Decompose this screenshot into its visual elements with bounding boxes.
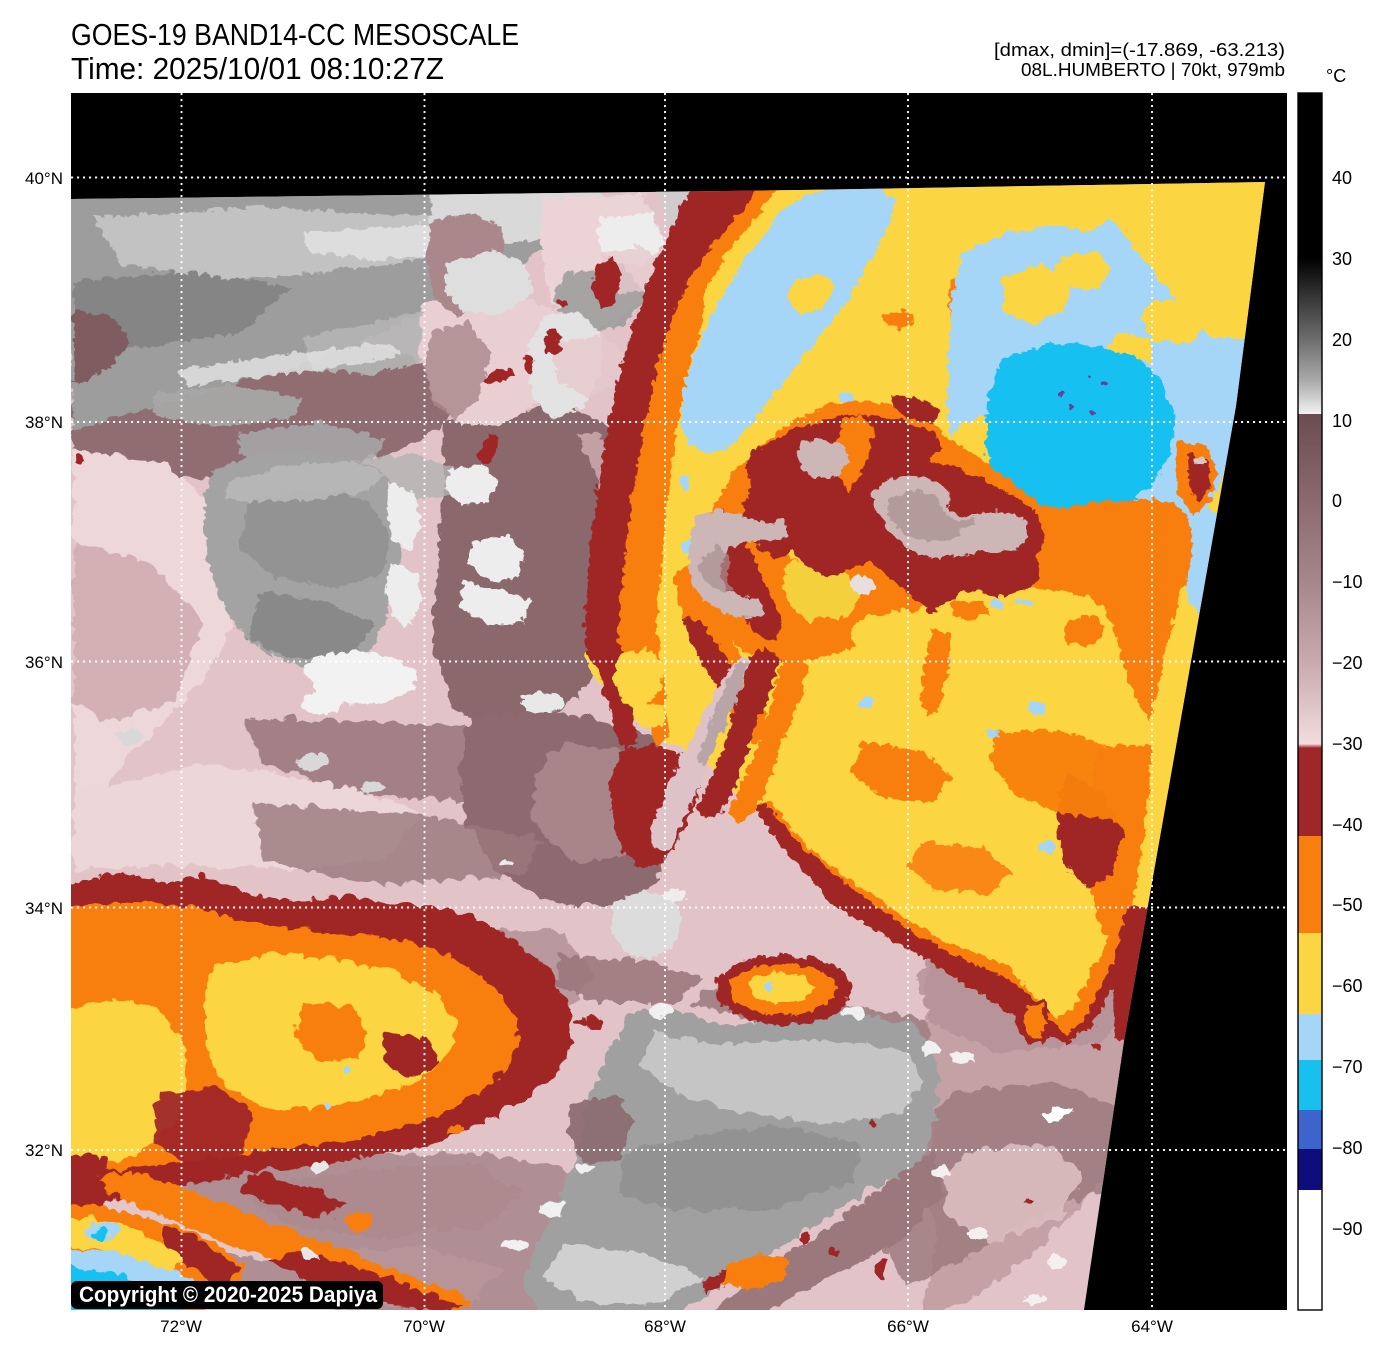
svg-text:[dmax, dmin]=(-17.869, -63.213: [dmax, dmin]=(-17.869, -63.213) bbox=[994, 40, 1285, 60]
svg-text:20: 20 bbox=[1332, 330, 1352, 350]
svg-text:−50: −50 bbox=[1332, 895, 1363, 915]
svg-text:72°W: 72°W bbox=[160, 1317, 202, 1336]
svg-text:−20: −20 bbox=[1332, 653, 1363, 673]
svg-text:08L.HUMBERTO | 70kt, 979mb: 08L.HUMBERTO | 70kt, 979mb bbox=[1021, 60, 1285, 80]
svg-text:°C: °C bbox=[1326, 66, 1346, 86]
svg-text:Copyright © 2020-2025 Dapiya: Copyright © 2020-2025 Dapiya bbox=[79, 1282, 378, 1307]
svg-text:36°N: 36°N bbox=[25, 653, 63, 672]
svg-text:40: 40 bbox=[1332, 168, 1352, 188]
svg-text:30: 30 bbox=[1332, 249, 1352, 269]
svg-text:10: 10 bbox=[1332, 411, 1352, 431]
svg-text:−60: −60 bbox=[1332, 976, 1363, 996]
svg-text:Time: 2025/10/01 08:10:27Z: Time: 2025/10/01 08:10:27Z bbox=[71, 51, 444, 86]
svg-text:66°W: 66°W bbox=[887, 1317, 929, 1336]
svg-text:−90: −90 bbox=[1332, 1219, 1363, 1239]
svg-text:−80: −80 bbox=[1332, 1138, 1363, 1158]
svg-text:−40: −40 bbox=[1332, 815, 1363, 835]
svg-text:−10: −10 bbox=[1332, 572, 1363, 592]
svg-text:64°W: 64°W bbox=[1131, 1317, 1173, 1336]
svg-text:40°N: 40°N bbox=[25, 169, 63, 188]
svg-text:GOES-19 BAND14-CC MESOSCALE: GOES-19 BAND14-CC MESOSCALE bbox=[71, 17, 519, 52]
svg-text:−30: −30 bbox=[1332, 734, 1363, 754]
svg-text:34°N: 34°N bbox=[25, 899, 63, 918]
svg-text:0: 0 bbox=[1332, 491, 1342, 511]
svg-text:−70: −70 bbox=[1332, 1057, 1363, 1077]
svg-text:32°N: 32°N bbox=[25, 1141, 63, 1160]
svg-text:70°W: 70°W bbox=[403, 1317, 445, 1336]
svg-text:68°W: 68°W bbox=[644, 1317, 686, 1336]
svg-text:38°N: 38°N bbox=[25, 413, 63, 432]
